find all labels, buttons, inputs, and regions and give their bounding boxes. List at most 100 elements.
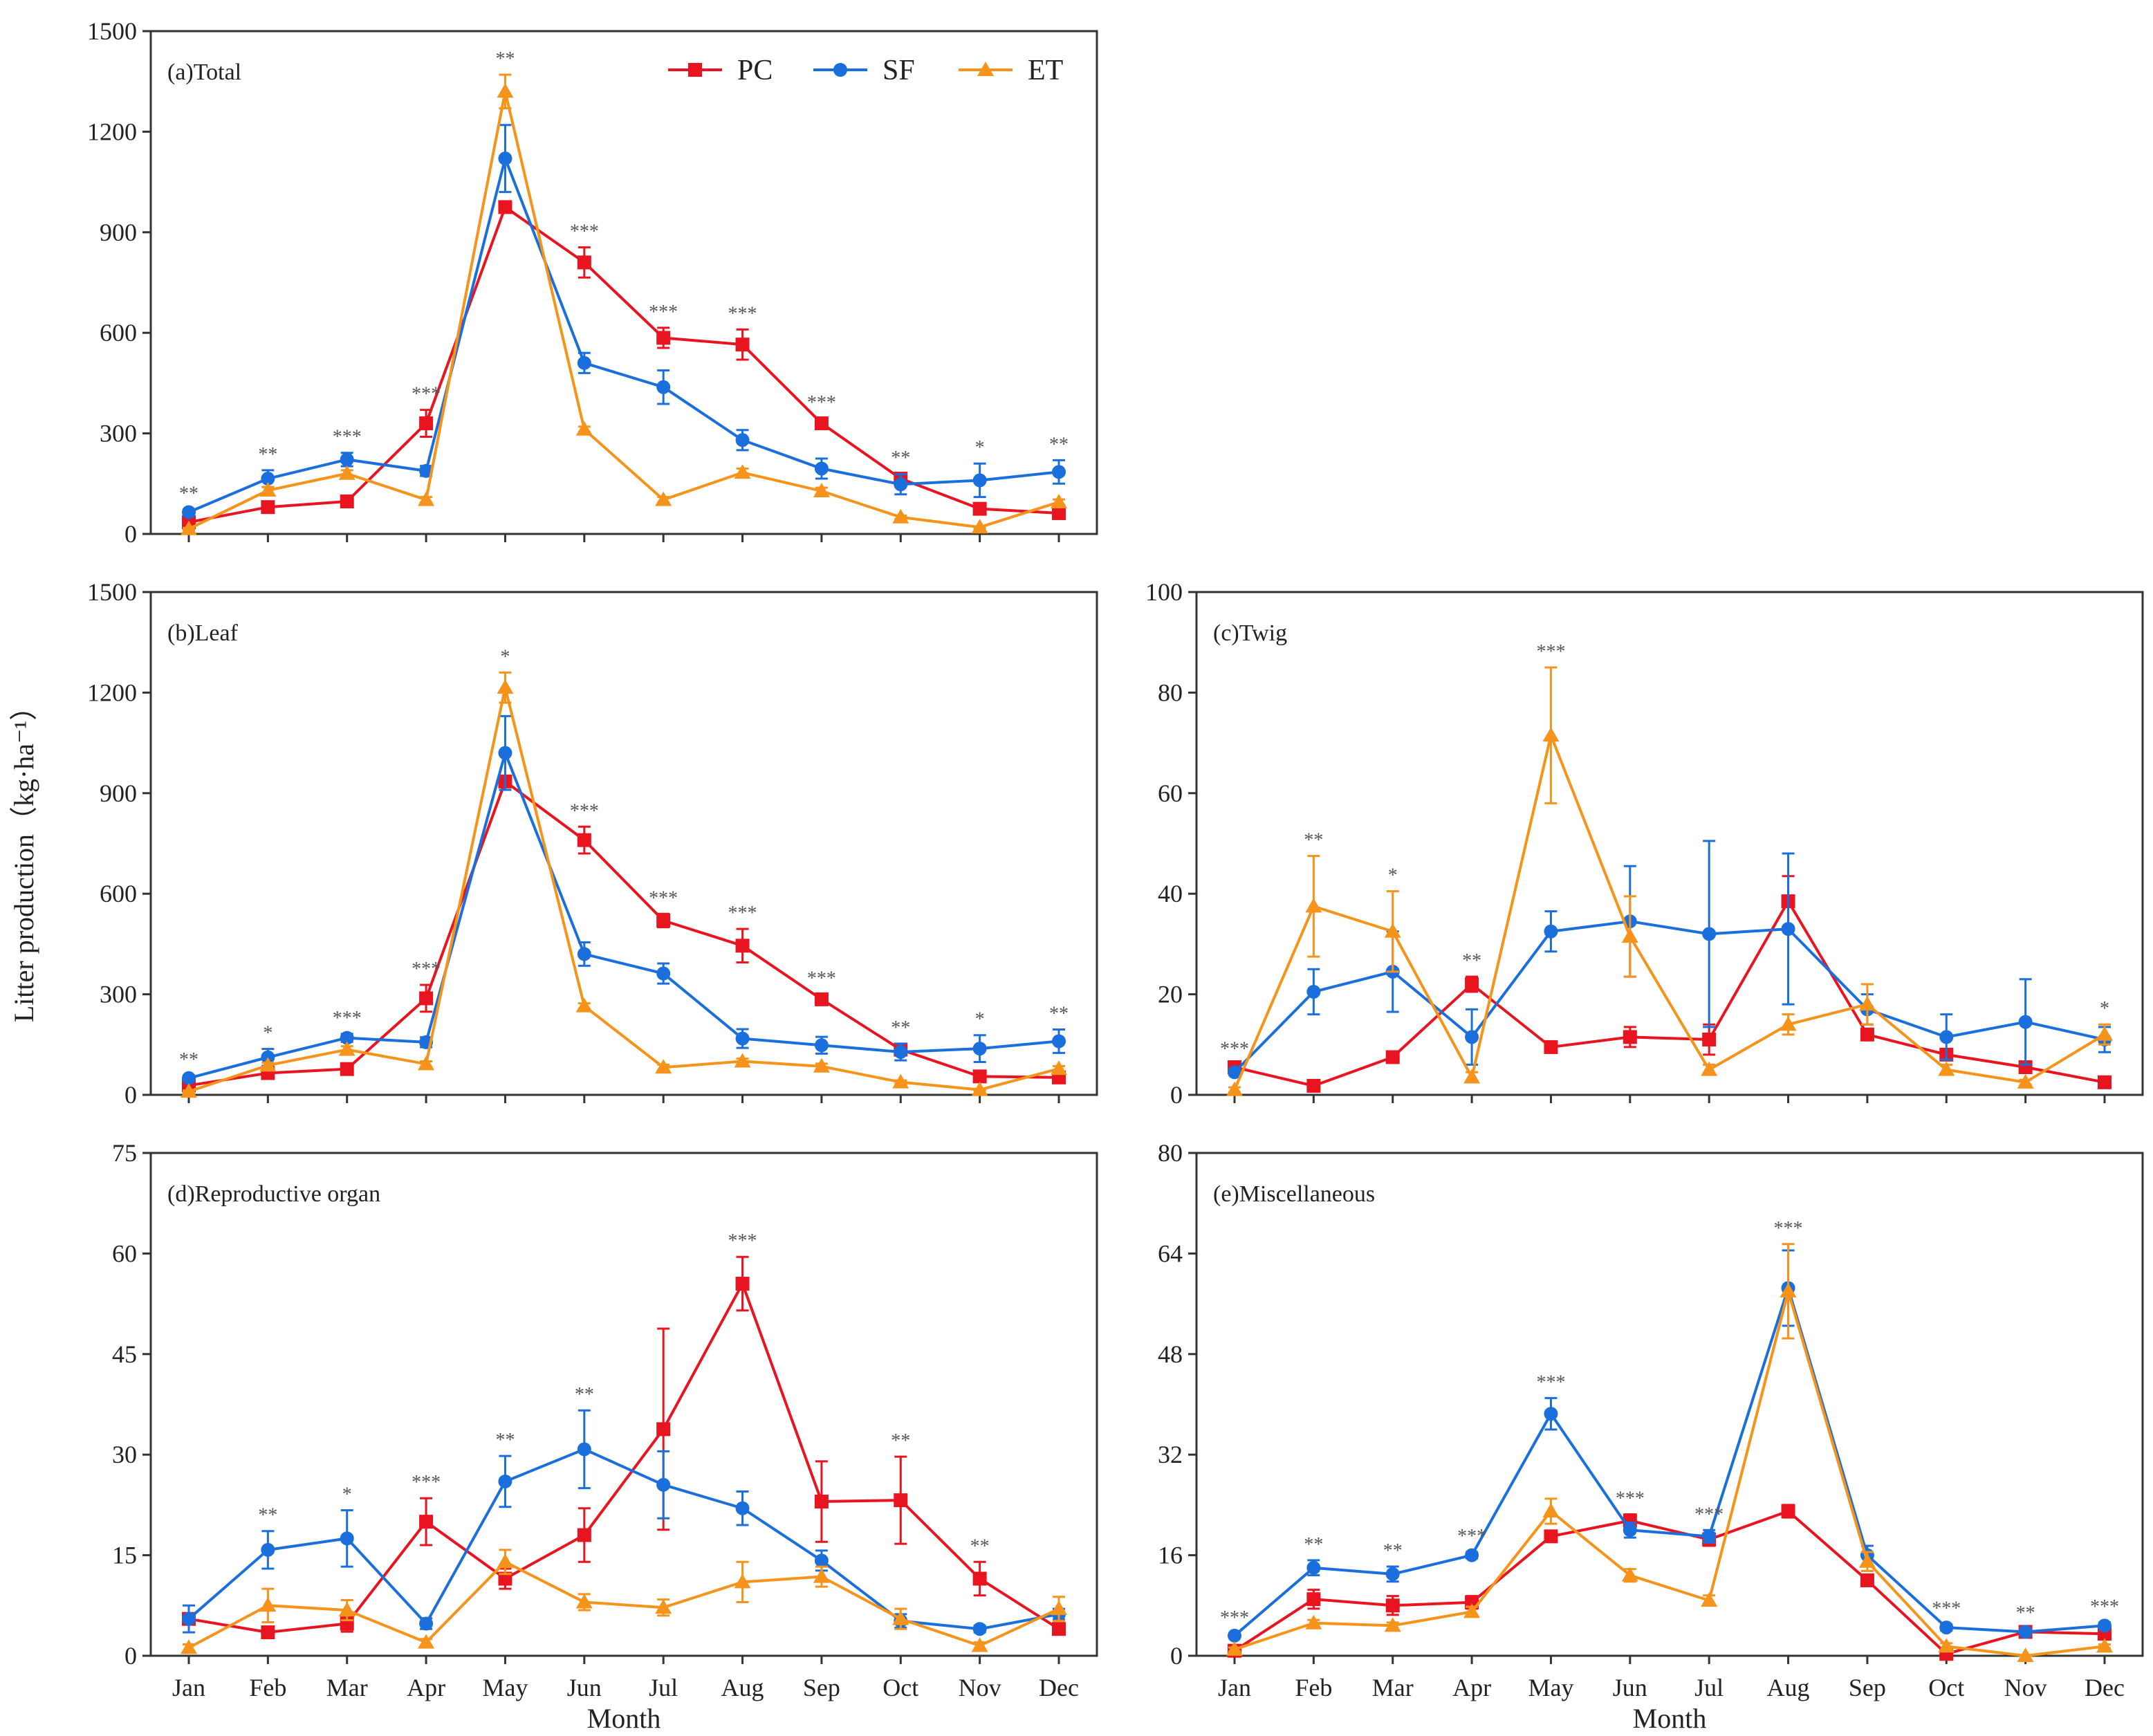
data-point xyxy=(894,1044,908,1059)
series-ET xyxy=(181,671,1067,1098)
data-point xyxy=(1938,1638,1955,1653)
y-tick-label: 0 xyxy=(1170,1642,1183,1670)
data-point xyxy=(2017,1647,2034,1662)
panel-frame xyxy=(149,1152,1098,1657)
data-point xyxy=(575,421,593,436)
significance-label: *** xyxy=(1220,1038,1249,1060)
data-point xyxy=(814,1038,829,1053)
data-point xyxy=(577,1528,591,1542)
data-point xyxy=(1465,977,1479,992)
data-point xyxy=(1306,984,1321,999)
data-point xyxy=(813,1568,830,1583)
data-point xyxy=(735,338,750,352)
series-SF xyxy=(1228,1249,2112,1643)
data-point xyxy=(2018,1015,2033,1029)
data-point xyxy=(735,1031,750,1046)
series-SF xyxy=(182,1409,1066,1636)
data-point xyxy=(1228,1628,1241,1643)
data-point xyxy=(1858,996,1876,1011)
x-tick-label: Jun xyxy=(1613,1674,1647,1701)
data-point xyxy=(656,913,671,927)
panel-d: 0 15 30 45 60 75 Jan Feb Mar Apr May Jun Jul Aug Sep Oc… xyxy=(112,1139,1098,1734)
series-ET xyxy=(1226,1243,2113,1662)
data-point xyxy=(418,1634,435,1649)
data-point xyxy=(498,1474,512,1488)
data-point xyxy=(735,939,750,953)
data-point xyxy=(419,463,434,478)
data-point xyxy=(892,1610,909,1625)
y-tick-label: 1500 xyxy=(87,578,137,606)
y-tick-label: 15 xyxy=(112,1542,137,1569)
data-point xyxy=(656,1477,671,1492)
x-tick-label: Sep xyxy=(803,1674,840,1701)
data-point xyxy=(1938,1061,1955,1076)
significance-label: *** xyxy=(412,959,441,980)
data-point xyxy=(1544,1040,1558,1054)
data-point xyxy=(1052,1034,1066,1049)
data-point xyxy=(340,452,354,467)
x-tick-label: Nov xyxy=(2004,1674,2047,1701)
data-point xyxy=(972,1042,987,1056)
data-point xyxy=(1306,1560,1321,1575)
data-point xyxy=(1701,1061,1718,1076)
y-tick-label: 300 xyxy=(100,420,137,447)
data-point xyxy=(419,1515,434,1529)
legend-label-SF: SF xyxy=(883,55,915,86)
significance-label: * xyxy=(975,1009,985,1031)
data-point xyxy=(577,1442,591,1457)
significance-label: * xyxy=(2100,998,2109,1019)
y-axis-title: Litter production（kg·ha⁻¹） xyxy=(8,693,39,1022)
series-line xyxy=(188,90,1060,530)
data-point xyxy=(1544,1529,1558,1544)
data-point xyxy=(577,355,591,370)
series-PC xyxy=(1228,1504,2112,1661)
panel-b: 030060090012001500(b)Leaf***************… xyxy=(87,578,1098,1109)
panel-title: (d)Reproductive organ xyxy=(167,1181,380,1207)
data-point xyxy=(1228,1065,1241,1080)
y-tick-label: 60 xyxy=(112,1239,137,1267)
data-point xyxy=(261,1625,275,1640)
data-point xyxy=(1544,924,1558,939)
significance-label: *** xyxy=(807,392,836,414)
data-point xyxy=(656,1422,671,1437)
significance-label: ** xyxy=(1049,434,1069,455)
data-point xyxy=(338,1602,355,1617)
data-point xyxy=(1463,1069,1481,1084)
y-tick-label: 600 xyxy=(100,319,137,347)
data-point xyxy=(814,416,829,431)
data-point xyxy=(1939,1620,1954,1635)
significance-label: ** xyxy=(891,1430,910,1452)
data-point xyxy=(1305,898,1322,913)
significance-label: ** xyxy=(495,1430,515,1451)
y-tick-label: 1200 xyxy=(87,678,137,706)
data-point xyxy=(182,1071,196,1085)
data-point xyxy=(1701,1592,1718,1607)
data-point xyxy=(1621,1567,1638,1582)
series-line xyxy=(188,751,1060,1080)
data-point xyxy=(419,991,434,1006)
data-point xyxy=(1384,923,1401,938)
data-point xyxy=(1544,1407,1558,1421)
y-tick-label: 900 xyxy=(100,219,137,246)
data-point xyxy=(1542,1502,1560,1517)
x-axis-title: Month xyxy=(587,1703,661,1734)
series-line xyxy=(188,157,1060,514)
significance-label: * xyxy=(263,1023,272,1044)
panel-title: (c)Twig xyxy=(1213,620,1287,646)
data-point xyxy=(1621,927,1638,943)
significance-label: *** xyxy=(649,302,678,323)
data-point xyxy=(1623,1523,1637,1538)
significance-label: ** xyxy=(1383,1540,1403,1562)
data-point xyxy=(735,1501,750,1515)
data-point xyxy=(182,505,196,519)
data-point xyxy=(814,1553,829,1568)
significance-label: *** xyxy=(412,1472,441,1493)
y-tick-label: 64 xyxy=(1158,1239,1183,1267)
x-tick-label: Jun xyxy=(567,1674,602,1701)
x-tick-label: Aug xyxy=(721,1674,764,1701)
data-point xyxy=(734,464,751,479)
data-point xyxy=(1385,1567,1400,1581)
x-tick-label: May xyxy=(1528,1674,1573,1701)
x-tick-label: Jul xyxy=(649,1674,678,1701)
